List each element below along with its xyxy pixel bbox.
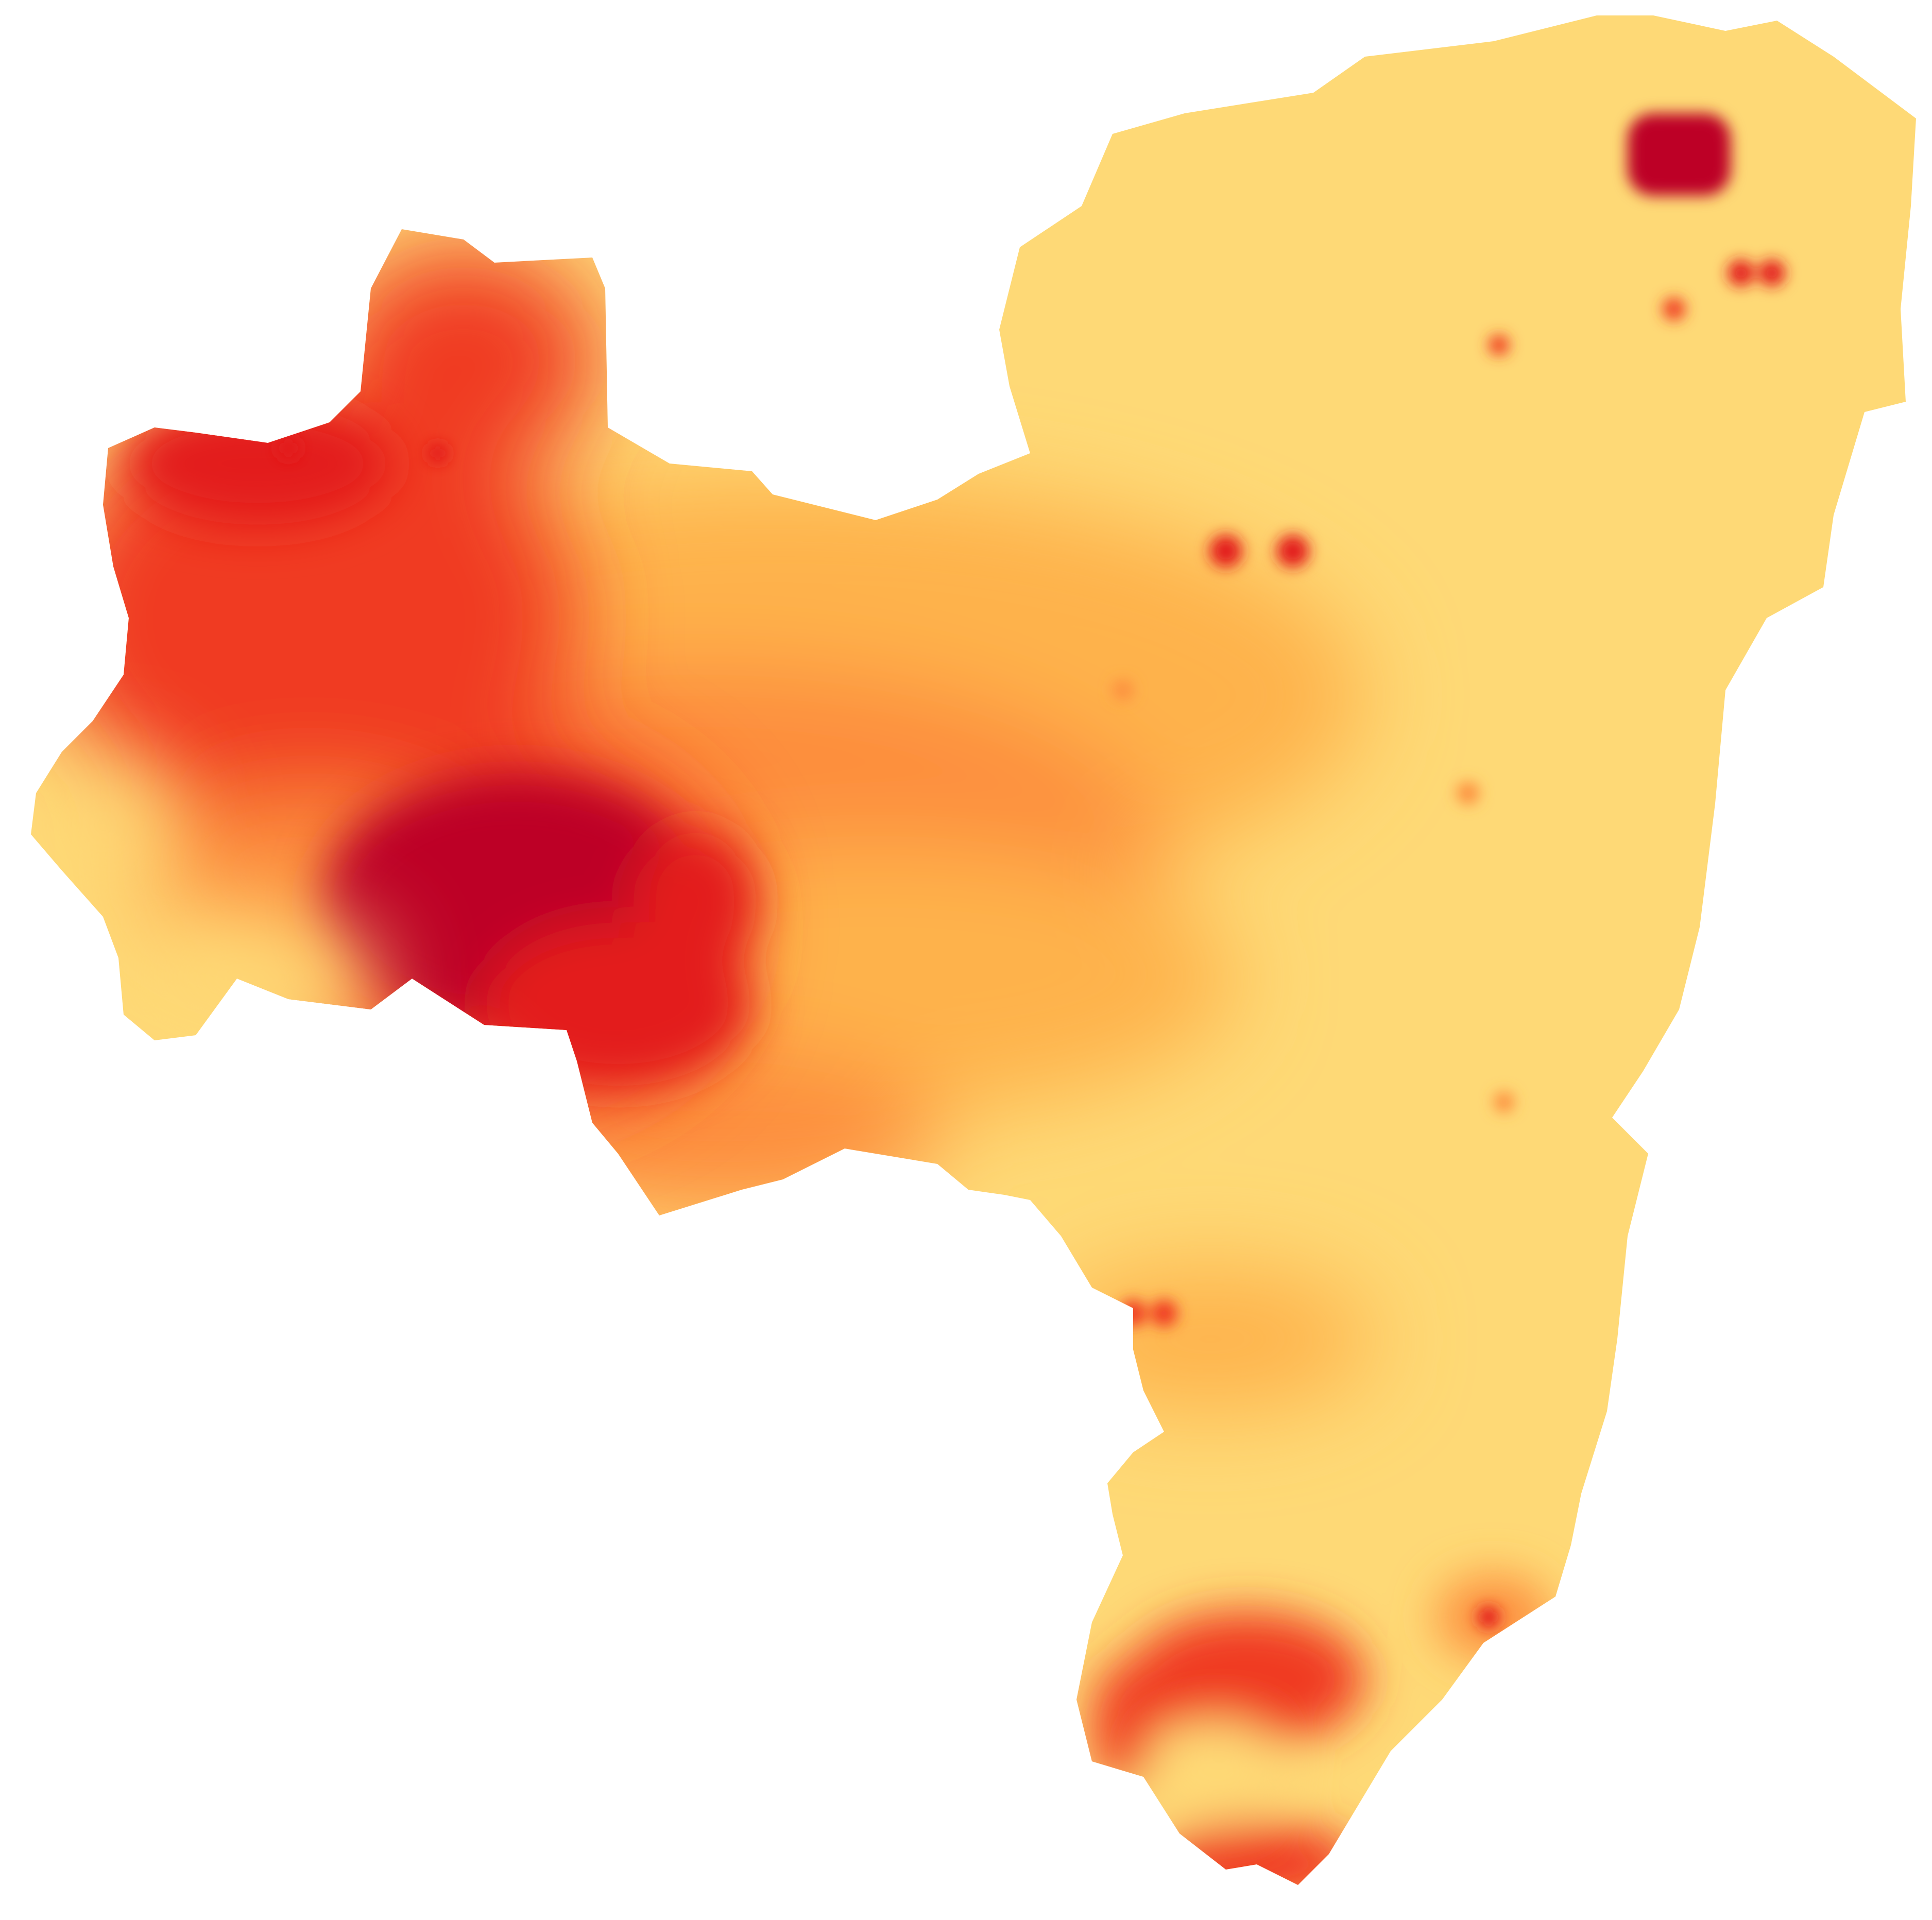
heat-hotspots — [277, 113, 1785, 1628]
heat-south — [1092, 1576, 1550, 1885]
heat-peak-west — [124, 402, 757, 1087]
